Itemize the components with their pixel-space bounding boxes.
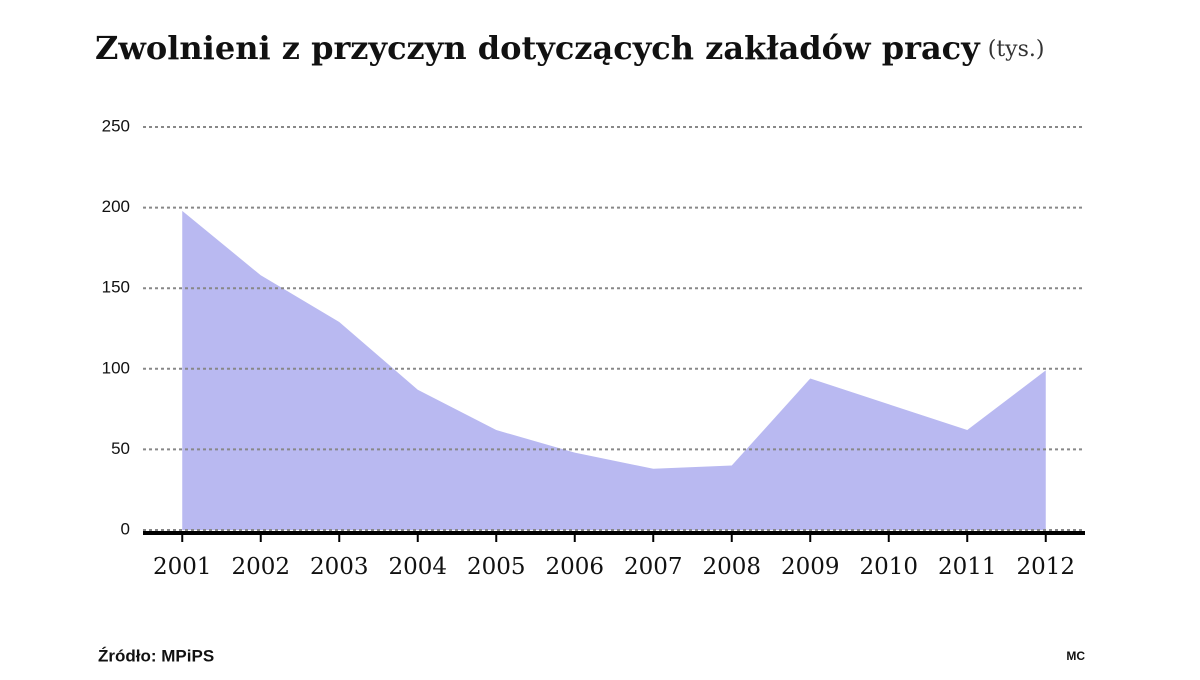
y-tick-label: 150: [102, 278, 130, 297]
credit: MC: [1066, 649, 1085, 663]
x-tick-label: 2005: [467, 554, 526, 580]
y-tick-label: 50: [111, 439, 130, 458]
y-tick-label: 200: [102, 197, 130, 216]
unit-text: (tys.): [988, 37, 1045, 62]
x-tick-label: 2001: [153, 554, 212, 580]
x-tick-label: 2012: [1016, 554, 1075, 580]
plot-area: 0 50 100 150 200 250 2001 2002 2003 2004 2005 2006 2…: [102, 116, 1085, 580]
x-tick-label: 2009: [781, 554, 840, 580]
source: Źródło: MPiPS: [98, 646, 214, 665]
x-tick-label: 2008: [702, 554, 761, 580]
y-tick-label: 100: [102, 358, 130, 377]
area: [182, 210, 1046, 530]
x-tick-label: 2003: [310, 554, 369, 580]
x-tick-label: 2010: [859, 554, 918, 580]
x-tick-label: 2006: [545, 554, 604, 580]
title-text: Zwolnieni z przyczyn dotyczących zakładó…: [95, 29, 981, 67]
x-tick-label: 2011: [938, 554, 997, 580]
x-tick-label: 2007: [624, 554, 683, 580]
x-tick-label: 2002: [231, 554, 290, 580]
x-tick-label: 2004: [388, 554, 447, 580]
y-tick-label: 0: [121, 519, 130, 538]
y-tick-label: 250: [102, 116, 130, 135]
chart-title: Zwolnieni z przyczyn dotyczących zakładó…: [95, 29, 1044, 67]
